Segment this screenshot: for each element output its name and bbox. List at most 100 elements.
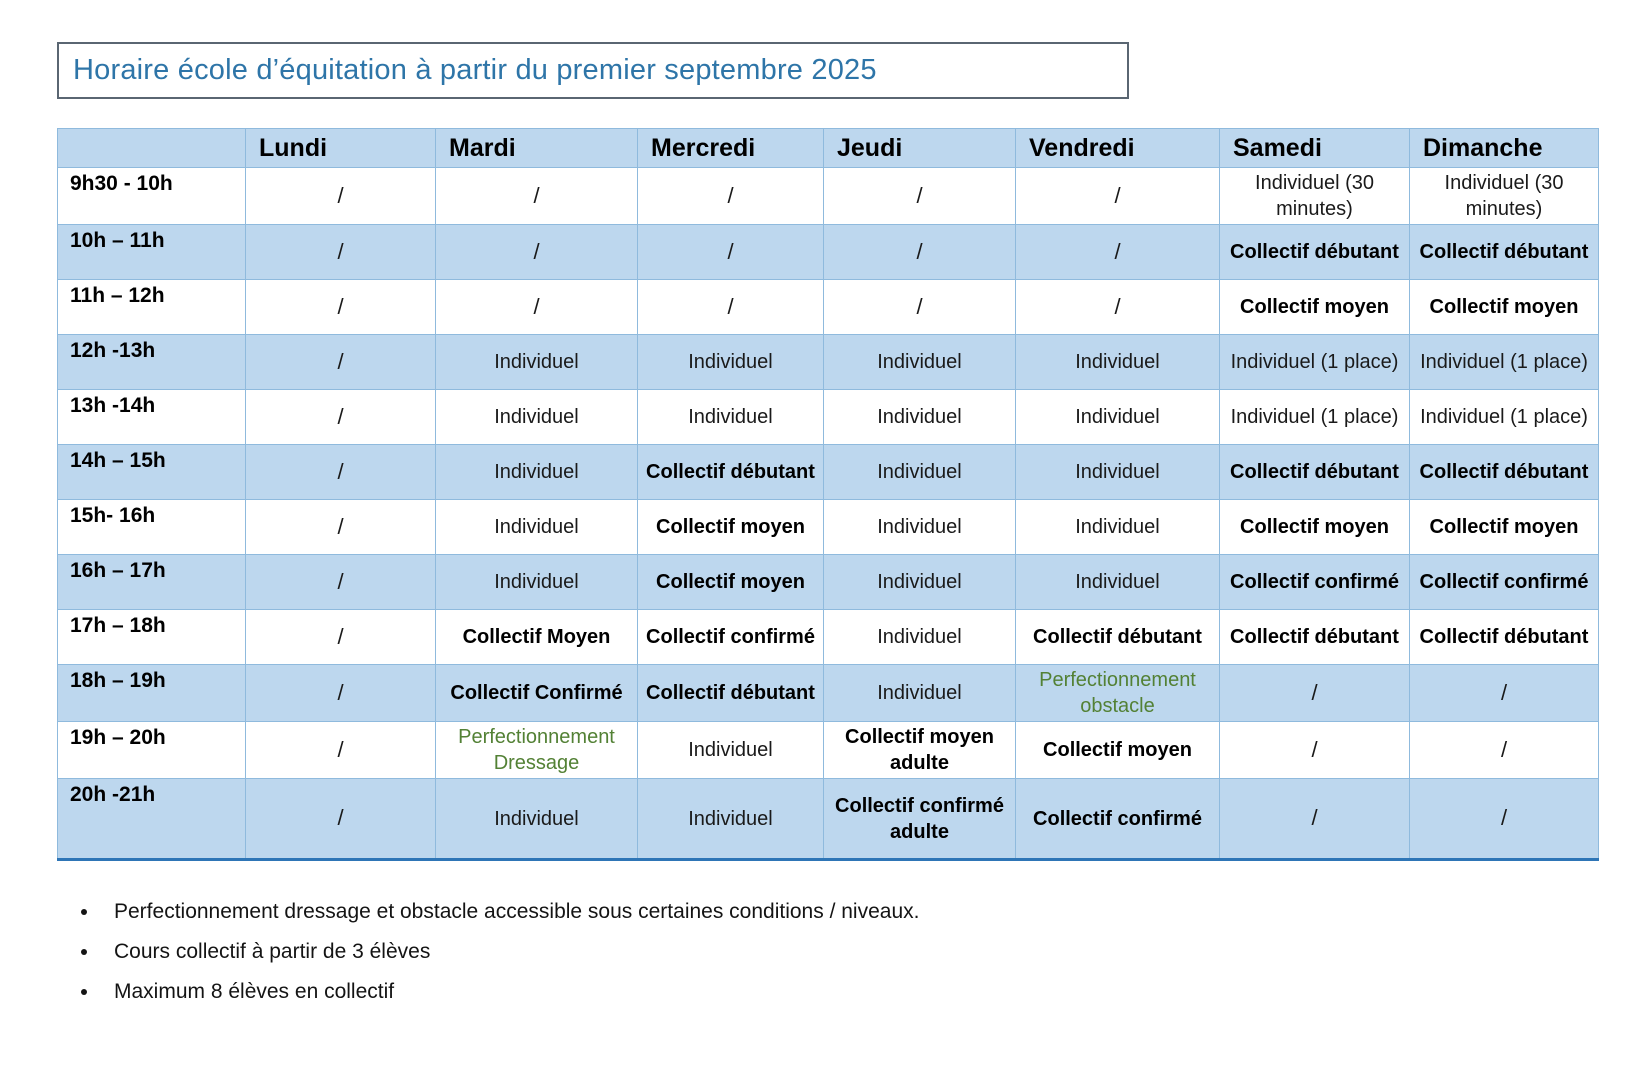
schedule-cell: /: [245, 609, 436, 665]
schedule-cell: Individuel: [823, 664, 1016, 722]
time-slot-label: 18h – 19h: [57, 664, 246, 722]
table-row: 15h- 16h / Individuel Collectif moyen Indivi…: [57, 499, 1599, 555]
schedule-cell: /: [823, 167, 1016, 225]
schedule-cell: Collectif débutant: [1219, 224, 1410, 280]
schedule-cell: Individuel: [435, 334, 638, 390]
time-slot-label: 16h – 17h: [57, 554, 246, 610]
notes-list: Perfectionnement dressage et obstacle ac…: [78, 900, 919, 1020]
schedule-cell: Collectif moyen: [637, 554, 824, 610]
schedule-cell: /: [1015, 279, 1220, 335]
table-row: 17h – 18h / Collectif Moyen Collectif confi…: [57, 609, 1599, 665]
schedule-cell: Individuel: [1015, 499, 1220, 555]
table-row: 14h – 15h / Individuel Collectif débutant In…: [57, 444, 1599, 500]
schedule-cell: /: [1409, 664, 1599, 722]
schedule-table: Lundi Mardi Mercredi Jeudi Vendredi Samedi Dim…: [57, 128, 1599, 861]
schedule-cell: Individuel: [823, 389, 1016, 445]
day-header-samedi: Samedi: [1219, 128, 1410, 168]
schedule-cell: /: [1409, 778, 1599, 860]
time-slot-label: 11h – 12h: [57, 279, 246, 335]
schedule-cell: Individuel: [435, 554, 638, 610]
schedule-cell: /: [1219, 664, 1410, 722]
note-item: Cours collectif à partir de 3 élèves: [100, 940, 919, 964]
schedule-cell: /: [245, 167, 436, 225]
schedule-cell: /: [245, 334, 436, 390]
schedule-cell: Collectif Moyen: [435, 609, 638, 665]
schedule-cell: Individuel: [823, 334, 1016, 390]
schedule-cell: Individuel: [435, 444, 638, 500]
schedule-cell: Individuel: [823, 554, 1016, 610]
schedule-cell: Individuel (30 minutes): [1409, 167, 1599, 225]
time-slot-label: 20h -21h: [57, 778, 246, 860]
schedule-cell: Individuel (1 place): [1219, 389, 1410, 445]
table-row: 12h -13h / Individuel Individuel Individuel I…: [57, 334, 1599, 390]
time-slot-label: 9h30 - 10h: [57, 167, 246, 225]
schedule-cell: /: [1015, 224, 1220, 280]
schedule-cell: Individuel: [637, 721, 824, 779]
schedule-cell: /: [435, 279, 638, 335]
schedule-cell: /: [637, 279, 824, 335]
schedule-cell: Individuel: [637, 778, 824, 860]
table-row: 11h – 12h / / / / / Collectif moyen Collectif m…: [57, 279, 1599, 335]
schedule-cell: /: [1409, 721, 1599, 779]
schedule-cell: /: [245, 224, 436, 280]
schedule-cell: Individuel (30 minutes): [1219, 167, 1410, 225]
schedule-cell: /: [435, 167, 638, 225]
header-row: Lundi Mardi Mercredi Jeudi Vendredi Samedi Dim…: [57, 128, 1599, 168]
schedule-cell: /: [245, 389, 436, 445]
table-row: 10h – 11h / / / / / Collectif débutant Collecti…: [57, 224, 1599, 280]
table-row: 19h – 20h / Perfectionnement Dressage Indiv…: [57, 721, 1599, 779]
schedule-cell: Collectif confirmé adulte: [823, 778, 1016, 860]
schedule-cell: /: [823, 224, 1016, 280]
schedule-cell: Individuel: [637, 389, 824, 445]
schedule-cell: Individuel: [435, 778, 638, 860]
schedule-cell: Individuel: [1015, 389, 1220, 445]
schedule-cell: /: [245, 721, 436, 779]
schedule-cell: Collectif débutant: [1219, 444, 1410, 500]
time-slot-label: 15h- 16h: [57, 499, 246, 555]
schedule-cell: Individuel (1 place): [1219, 334, 1410, 390]
schedule-cell: Individuel: [823, 499, 1016, 555]
schedule-cell: /: [1015, 167, 1220, 225]
corner-cell: [57, 128, 246, 168]
schedule-cell: Collectif Confirmé: [435, 664, 638, 722]
schedule-cell: Collectif confirmé: [1409, 554, 1599, 610]
schedule-cell: Collectif moyen: [1219, 279, 1410, 335]
schedule-cell: Collectif confirmé: [637, 609, 824, 665]
schedule-cell: Individuel: [435, 499, 638, 555]
schedule-cell: /: [245, 554, 436, 610]
schedule-cell: Collectif moyen adulte: [823, 721, 1016, 779]
schedule-cell: /: [637, 167, 824, 225]
schedule-cell: Collectif débutant: [1015, 609, 1220, 665]
time-slot-label: 17h – 18h: [57, 609, 246, 665]
table-row: 13h -14h / Individuel Individuel Individuel I…: [57, 389, 1599, 445]
day-header-dimanche: Dimanche: [1409, 128, 1599, 168]
table-row: 18h – 19h / Collectif Confirmé Collectif dé…: [57, 664, 1599, 722]
time-slot-label: 12h -13h: [57, 334, 246, 390]
schedule-cell: Individuel: [1015, 444, 1220, 500]
day-header-mardi: Mardi: [435, 128, 638, 168]
schedule-cell: /: [245, 499, 436, 555]
schedule-cell: Perfectionnement Dressage: [435, 721, 638, 779]
title-box: Horaire école d’équitation à partir du p…: [57, 42, 1129, 99]
time-slot-label: 10h – 11h: [57, 224, 246, 280]
schedule-cell: /: [245, 664, 436, 722]
schedule-cell: Individuel: [435, 389, 638, 445]
schedule-cell: Collectif confirmé: [1015, 778, 1220, 860]
schedule-cell: Individuel (1 place): [1409, 389, 1599, 445]
schedule-cell: /: [245, 444, 436, 500]
table-row: 16h – 17h / Individuel Collectif moyen Indiv…: [57, 554, 1599, 610]
day-header-mercredi: Mercredi: [637, 128, 824, 168]
schedule-cell: /: [637, 224, 824, 280]
table-row: 20h -21h / Individuel Individuel Collectif c…: [57, 778, 1599, 860]
schedule-cell: Collectif moyen: [1409, 499, 1599, 555]
schedule-cell: Individuel: [823, 444, 1016, 500]
schedule-cell: Collectif moyen: [637, 499, 824, 555]
time-slot-label: 13h -14h: [57, 389, 246, 445]
schedule-cell: Collectif moyen: [1409, 279, 1599, 335]
schedule-cell: /: [435, 224, 638, 280]
schedule-cell: Individuel (1 place): [1409, 334, 1599, 390]
schedule-cell: Individuel: [637, 334, 824, 390]
day-header-vendredi: Vendredi: [1015, 128, 1220, 168]
note-item: Maximum 8 élèves en collectif: [100, 980, 919, 1004]
